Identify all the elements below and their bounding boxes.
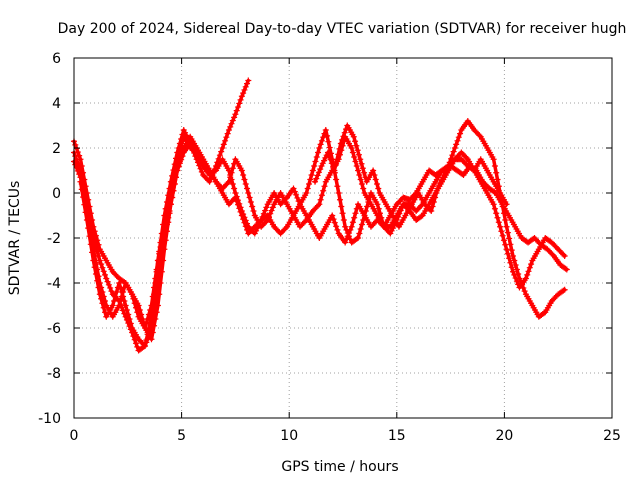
y-tick-label: -8 — [47, 366, 61, 382]
chart-title: Day 200 of 2024, Sidereal Day-to-day VTE… — [58, 21, 627, 37]
series-trace — [72, 78, 251, 353]
series-trace — [78, 141, 567, 348]
y-tick-label: 6 — [52, 51, 61, 67]
y-tick-label: -2 — [47, 231, 61, 247]
data-series — [71, 77, 570, 354]
x-tick-label: 10 — [280, 428, 298, 444]
x-tick-label: 0 — [70, 428, 79, 444]
series-track-c — [71, 118, 568, 331]
series-trace — [72, 119, 567, 330]
x-tick-label: 15 — [388, 428, 406, 444]
x-tick-label: 5 — [177, 428, 186, 444]
y-tick-label: -6 — [47, 321, 61, 337]
data-point-markers — [71, 77, 252, 354]
y-tick-label: 0 — [52, 186, 61, 202]
x-tick-label: 20 — [495, 428, 513, 444]
series-track-a — [71, 77, 252, 354]
series-track-e — [312, 122, 570, 273]
axis-ticks: 0 5 10 15 20 25 -10 -8 -6 -4 -2 0 2 4 6 — [38, 51, 621, 444]
y-tick-label: -4 — [47, 276, 61, 292]
x-axis-title: GPS time / hours — [281, 459, 398, 475]
y-axis-title: SDTVAR / TECUs — [7, 181, 23, 296]
series-track-d — [77, 140, 568, 349]
x-tick-label: 25 — [603, 428, 621, 444]
y-tick-label: 4 — [52, 96, 61, 112]
y-tick-label: 2 — [52, 141, 61, 157]
series-trace — [313, 123, 569, 272]
y-tick-label: -10 — [38, 411, 61, 427]
